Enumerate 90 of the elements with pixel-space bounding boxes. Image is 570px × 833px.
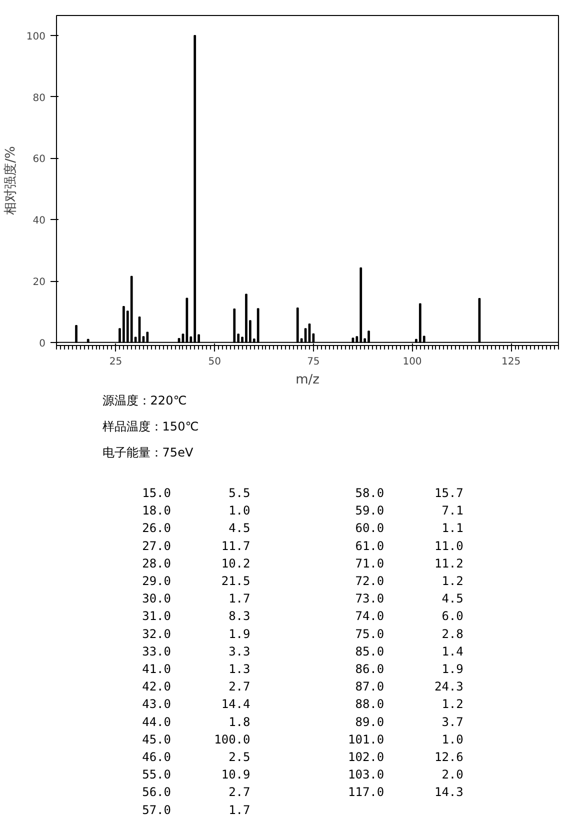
text: 72.0: [355, 574, 384, 588]
text: 11.0: [434, 538, 464, 553]
text: 24.3: [434, 680, 464, 694]
x-tick-label: 125: [502, 356, 521, 368]
text: 15.7: [434, 486, 464, 500]
text: 56.0: [142, 785, 171, 800]
x-axis-title: m/z: [296, 372, 320, 388]
text: 71.0: [355, 556, 384, 570]
text: 74.0: [355, 609, 384, 624]
text: 10.9: [221, 768, 250, 782]
text: 61.0: [355, 538, 384, 553]
y-tick-label: 0: [39, 338, 46, 350]
text: 117.0: [348, 785, 384, 800]
text: 43.0: [142, 697, 171, 712]
text: 1.7: [228, 592, 250, 606]
text: 6.0: [442, 609, 464, 624]
text: 18.0: [142, 504, 171, 518]
text: 28.0: [142, 556, 171, 570]
text: 44.0: [142, 714, 171, 729]
text: 2.0: [442, 768, 464, 782]
text: 14.3: [434, 785, 464, 800]
text: 5.5: [228, 486, 250, 500]
text: 42.0: [142, 680, 171, 694]
text: 88.0: [355, 697, 384, 712]
text: 60.0: [355, 521, 384, 536]
text: 27.0: [142, 538, 171, 553]
text: 7.1: [442, 504, 464, 518]
text: 1.1: [442, 521, 464, 536]
text: 2.5: [228, 750, 250, 764]
x-tick-label: 75: [307, 356, 320, 368]
y-tick-label: 80: [32, 92, 46, 104]
text: 10.2: [221, 556, 250, 570]
text: 85.0: [355, 644, 384, 658]
text: 101.0: [348, 732, 384, 746]
text: 87.0: [355, 680, 384, 694]
text: 30.0: [142, 592, 171, 606]
text: 75.0: [355, 626, 384, 641]
text: 源温度：220℃: [102, 394, 187, 408]
text: 100.0: [214, 732, 250, 746]
text: 3.7: [442, 714, 464, 729]
text: 14.4: [221, 697, 250, 712]
text: 1.2: [442, 574, 464, 588]
text: 33.0: [142, 644, 171, 658]
text: 1.8: [228, 714, 250, 729]
text: 2.7: [228, 680, 250, 694]
text: 86.0: [355, 662, 384, 676]
text: 1.3: [228, 662, 250, 676]
text: 32.0: [142, 626, 171, 641]
x-tick-label: 100: [402, 356, 422, 368]
text: 46.0: [142, 750, 171, 764]
text: 21.5: [221, 574, 250, 588]
text: 15.0: [142, 486, 171, 500]
text: 11.2: [434, 556, 464, 570]
text: 样品温度：150℃: [102, 420, 199, 434]
text: 57.0: [142, 802, 171, 817]
y-axis-title: 相对强度/%: [2, 146, 18, 215]
text: 29.0: [142, 574, 171, 588]
text: 1.7: [228, 802, 250, 817]
y-tick-label: 20: [32, 277, 46, 288]
y-tick-label: 60: [32, 154, 46, 166]
text: 102.0: [348, 750, 384, 764]
text: 11.7: [221, 538, 250, 553]
text: 12.6: [434, 750, 464, 764]
text: 73.0: [355, 592, 384, 606]
text: 55.0: [142, 768, 171, 782]
text: 1.0: [228, 504, 250, 518]
text: 4.5: [228, 521, 250, 536]
text: 1.9: [228, 626, 250, 641]
text: 1.2: [442, 697, 464, 712]
text: 59.0: [355, 504, 384, 518]
text: 1.4: [442, 644, 464, 658]
text: 89.0: [355, 714, 384, 729]
text: 31.0: [142, 609, 171, 624]
y-tick-label: 100: [26, 31, 46, 42]
text: 26.0: [142, 521, 171, 536]
text: 电子能量：75eV: [102, 446, 194, 460]
text: 103.0: [348, 768, 384, 782]
text: 1.9: [442, 662, 464, 676]
text: 8.3: [228, 609, 250, 624]
x-tick-label: 25: [109, 356, 122, 368]
y-tick-label: 40: [32, 216, 46, 227]
text: 41.0: [142, 662, 171, 676]
text: 3.3: [228, 644, 250, 658]
x-tick-label: 50: [208, 356, 221, 368]
text: 2.8: [442, 626, 464, 641]
text: 1.0: [442, 732, 464, 746]
text: 45.0: [142, 732, 171, 746]
text: 2.7: [228, 785, 250, 800]
text: 58.0: [355, 486, 384, 500]
text: 4.5: [442, 592, 464, 606]
